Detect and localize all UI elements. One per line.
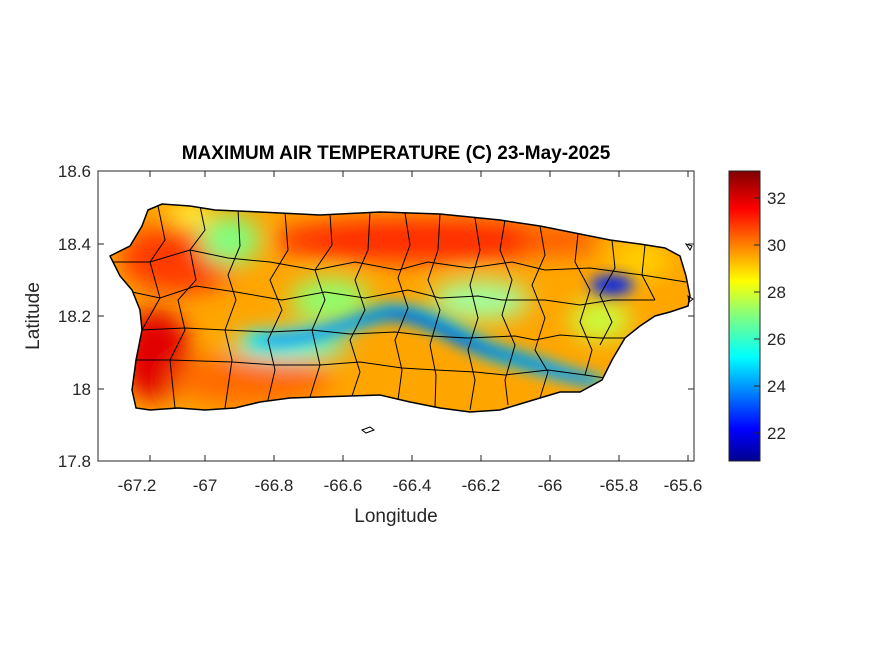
colorbar-tick-label: 22 — [767, 424, 786, 443]
x-axis-label: Longitude — [354, 506, 437, 527]
x-tick-label: -67.2 — [118, 476, 157, 495]
colorbar-tick-label: 28 — [767, 283, 786, 302]
x-tick-label: -66.4 — [393, 476, 432, 495]
x-tick-label: -66.8 — [255, 476, 294, 495]
y-tick-label: 18 — [72, 380, 91, 399]
colorbar-tick-label: 32 — [767, 189, 786, 208]
y-tick-label: 18.2 — [58, 307, 91, 326]
colorbar-tick-label: 26 — [767, 330, 786, 349]
islet-northeast — [684, 243, 693, 251]
colorbar — [728, 170, 761, 462]
x-tick-label: -65.8 — [600, 476, 639, 495]
x-axis-ticks — [149, 171, 689, 461]
x-tick-label: -67 — [193, 476, 218, 495]
y-axis-label: Latitude — [23, 282, 44, 350]
x-tick-label: -65.6 — [664, 476, 703, 495]
islet-east — [687, 295, 694, 303]
y-axis-ticks — [98, 170, 694, 462]
temperature-field — [110, 204, 690, 412]
y-tick-label: 18.6 — [58, 162, 91, 181]
y-tick-label: 17.8 — [58, 452, 91, 471]
colorbar-tick-label: 30 — [767, 236, 786, 255]
x-tick-label: -66.2 — [462, 476, 501, 495]
municipality-boundaries — [112, 205, 687, 411]
colorbar-ticks — [754, 197, 760, 434]
x-tick-label: -66 — [538, 476, 563, 495]
y-tick-label: 18.4 — [58, 235, 91, 254]
map-title: MAXIMUM AIR TEMPERATURE (C) 23-May-2025 — [181, 143, 611, 164]
islet-caja-de-muertos — [360, 426, 376, 434]
colorbar-tick-label: 24 — [767, 377, 786, 396]
x-tick-label: -66.6 — [324, 476, 363, 495]
